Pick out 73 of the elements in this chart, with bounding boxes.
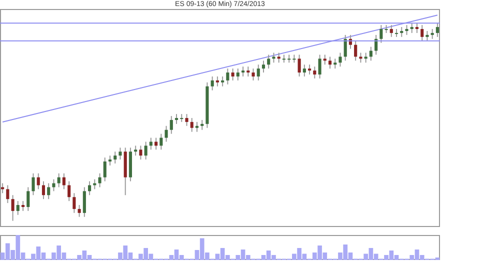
candlestick (256, 64, 260, 81)
candlestick (26, 186, 30, 212)
candlestick (323, 54, 326, 66)
candlestick (272, 52, 276, 64)
candlestick (82, 186, 86, 218)
candlestick (57, 172, 60, 188)
candlestick (318, 54, 322, 79)
candlestick (200, 119, 204, 130)
candlestick (164, 125, 168, 142)
candlestick (144, 141, 148, 160)
candlestick (334, 58, 337, 70)
candlestick (210, 76, 214, 91)
candlestick (16, 200, 20, 216)
candlestick (139, 145, 142, 160)
candlestick (338, 52, 342, 68)
candlestick (390, 24, 393, 38)
candlestick (108, 155, 112, 166)
candlestick (420, 24, 424, 42)
candlestick (226, 68, 230, 85)
candlestick (267, 54, 270, 70)
candlestick (262, 60, 266, 74)
candlestick (308, 64, 312, 75)
candlestick (354, 40, 358, 62)
candlestick (170, 116, 173, 134)
candlestick (277, 52, 280, 64)
candlestick (62, 172, 66, 190)
candlestick (114, 151, 117, 164)
candlestick (98, 172, 102, 188)
candlestick (246, 66, 250, 77)
candlestick (174, 114, 178, 124)
candlestick (36, 172, 40, 190)
candlestick (154, 137, 158, 150)
candlestick (78, 204, 81, 218)
candlestick (374, 34, 378, 56)
candlestick (380, 24, 383, 44)
candlestick (72, 192, 76, 214)
candlestick (11, 194, 14, 222)
candlestick (328, 56, 332, 70)
candlestick (359, 52, 362, 64)
candlestick (369, 46, 372, 62)
candlestick (118, 147, 122, 160)
candlestick (426, 30, 429, 42)
candlestick (160, 133, 163, 150)
candlestick (313, 66, 316, 79)
candlestick (190, 118, 194, 132)
candlestick (344, 34, 347, 62)
candlestick (231, 68, 234, 81)
candlestick (252, 68, 255, 81)
candlestick (42, 180, 46, 200)
candlestick (68, 180, 71, 202)
candlestick (185, 114, 188, 126)
candlestick (6, 184, 10, 204)
candlestick (47, 182, 50, 200)
candlestick (221, 76, 224, 87)
candlestick (241, 66, 245, 77)
candlestick (236, 68, 240, 81)
candlestick (103, 157, 106, 182)
candlestick (88, 180, 92, 196)
candlestick (134, 145, 138, 156)
candlestick (364, 52, 368, 64)
candlestick (298, 54, 301, 77)
candlestick (32, 172, 35, 196)
candlestick (216, 76, 219, 87)
candlestick (405, 24, 408, 36)
candlestick (410, 22, 414, 34)
candlestick (21, 200, 25, 212)
candlestick (52, 178, 56, 192)
candlestick (149, 137, 152, 150)
candlestick (430, 28, 434, 40)
candlestick (302, 64, 306, 77)
candlestick (400, 26, 404, 38)
candlestick (415, 22, 419, 34)
candlestick (195, 121, 199, 132)
